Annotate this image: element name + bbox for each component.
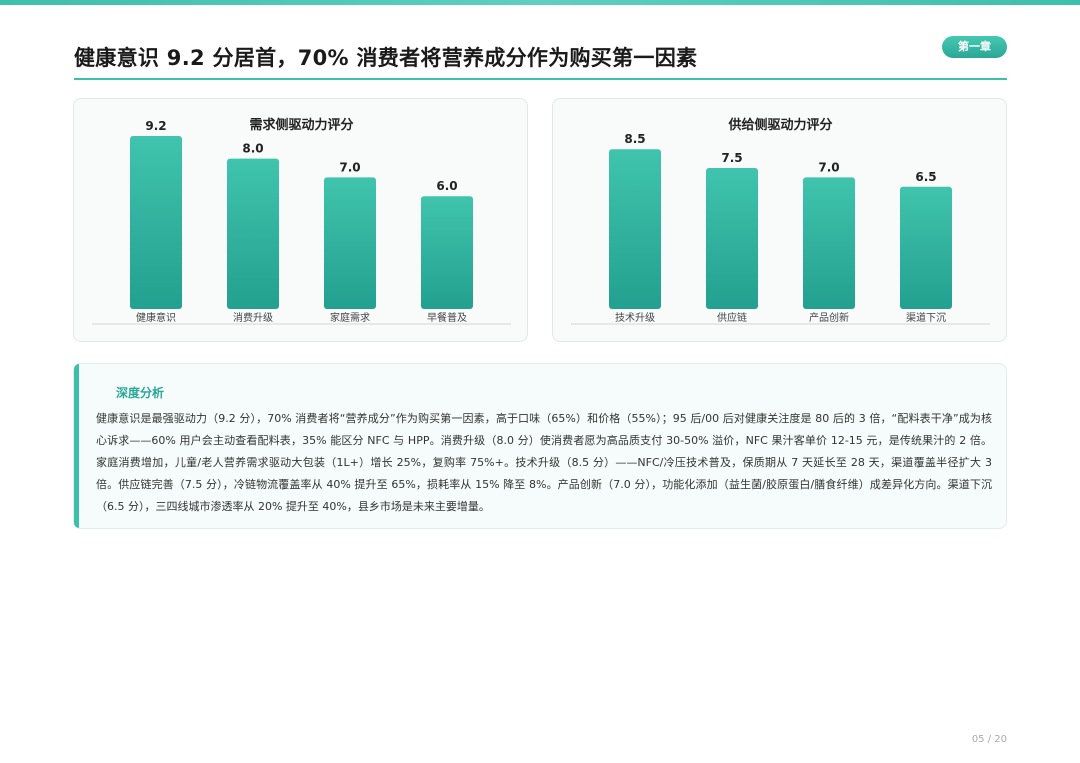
x-tick-label: 消费升级 (233, 311, 273, 324)
bar-3 (324, 177, 376, 309)
bar-4 (421, 196, 473, 309)
bar-value-label: 7.5 (721, 151, 742, 165)
bar-4 (900, 186, 952, 309)
analysis-accent-bar (74, 364, 79, 528)
header-divider (74, 78, 1007, 80)
analysis-body: 健康意识是最强驱动力（9.2 分），70% 消费者将“营养成分”作为购买第一因素… (96, 412, 992, 513)
x-tick-label: 家庭需求 (330, 311, 370, 324)
x-tick-label: 渠道下沉 (906, 311, 946, 324)
bar-value-label: 9.2 (145, 119, 166, 133)
page-number: 05 / 20 (971, 734, 1007, 745)
page-title: 健康意识 9.2 分居首，70% 消费者将营养成分作为购买第一因素 (74, 46, 698, 70)
supply-bar-chart: 供给侧驱动力评分 8.5 技术升级 7.5 供应链 7.0 产品创新 6.5 渠道下沉 (571, 117, 990, 325)
page-header: 健康意识 9.2 分居首，70% 消费者将营养成分作为购买第一因素 第一章 (74, 36, 1007, 78)
x-tick-label: 健康意识 (136, 311, 176, 324)
chart-title: 需求侧驱动力评分 (249, 117, 353, 133)
bar-value-label: 8.5 (624, 132, 645, 146)
top-accent-stripe (0, 0, 1080, 5)
demand-bar-chart: 需求侧驱动力评分 9.2 健康意识 8.0 消费升级 7.0 家庭需求 6.0 早餐普及 (92, 117, 511, 325)
demand-chart-card: 需求侧驱动力评分 9.2 健康意识 8.0 消费升级 7.0 家庭需求 6.0 早餐普及 (73, 98, 528, 342)
bar-value-label: 7.0 (818, 160, 839, 174)
x-tick-label: 技术升级 (615, 311, 655, 324)
chapter-badge: 第一章 (942, 36, 1007, 58)
analysis-card: 深度分析 健康意识是最强驱动力（9.2 分），70% 消费者将“营养成分”作为购… (73, 363, 1007, 529)
bar-value-label: 6.5 (915, 170, 936, 184)
chart-title: 供给侧驱动力评分 (727, 117, 832, 133)
bar-3 (803, 177, 855, 309)
bar-1 (130, 136, 182, 309)
bar-value-label: 7.0 (339, 160, 360, 174)
bar-1 (609, 149, 661, 309)
analysis-title: 深度分析 (116, 386, 165, 400)
bar-value-label: 6.0 (436, 179, 457, 193)
bar-2 (706, 168, 758, 309)
x-tick-label: 早餐普及 (427, 311, 467, 324)
bar-2 (227, 158, 279, 309)
bar-value-label: 8.0 (242, 142, 263, 156)
supply-chart-card: 供给侧驱动力评分 8.5 技术升级 7.5 供应链 7.0 产品创新 6.5 渠道下沉 (552, 98, 1007, 342)
x-tick-label: 产品创新 (809, 311, 849, 324)
x-tick-label: 供应链 (717, 311, 747, 324)
